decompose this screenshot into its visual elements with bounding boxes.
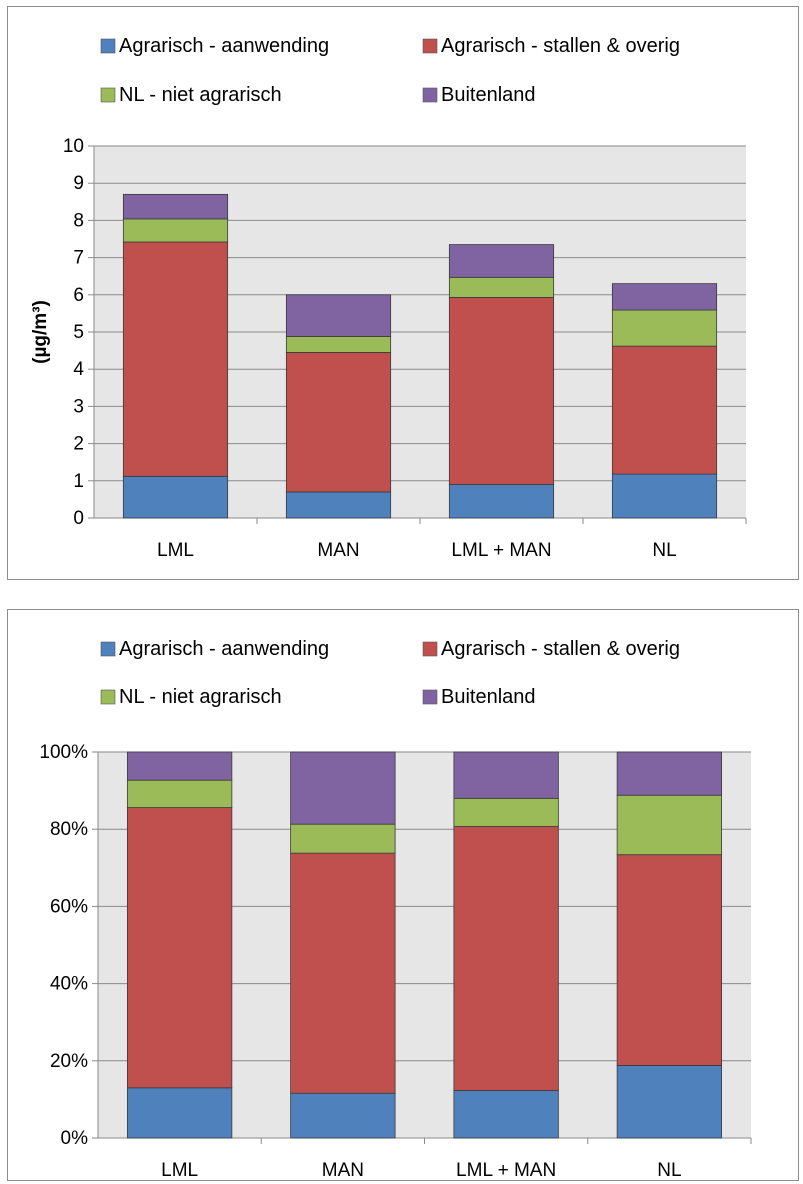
chart-percentage-share: Agrarisch - aanwending Agrarisch - stalle…: [7, 609, 799, 1181]
y-tick-label: 3: [73, 396, 84, 417]
bar-segment-lml-1: [122, 241, 229, 477]
bar-segment-nl-1: [611, 345, 718, 475]
bar-segment-man-0: [290, 1092, 396, 1139]
y-tick-label: 8: [73, 210, 84, 231]
bar-segment-nl-3: [611, 283, 718, 311]
bar-segment-lml-1: [126, 807, 233, 1089]
bar-segment-lml-man-1: [448, 297, 555, 485]
y-tick-label: 5: [73, 322, 84, 343]
x-tick-label: MAN: [322, 1160, 364, 1180]
chart-1-svg: Agrarisch - aanwending Agrarisch - stalle…: [30, 35, 747, 561]
y-tick-label: 80%: [50, 819, 88, 840]
legend-swatch-2: [100, 689, 116, 705]
bar-segment-lml-3: [126, 751, 233, 781]
y-tick-label: 4: [73, 359, 84, 380]
bar-segment-lml-0: [122, 475, 229, 519]
bar-segment-man-3: [285, 294, 392, 337]
bar-segment-lml-man-0: [453, 1090, 559, 1139]
y-tick-label: 20%: [50, 1051, 88, 1072]
bar-segment-lml-man-3: [453, 751, 559, 799]
y-tick-label: 40%: [50, 974, 88, 995]
y-tick-label: 6: [73, 285, 84, 306]
legend-label-1: Agrarisch - stallen & overig: [441, 638, 680, 660]
bar-segment-lml-man-0: [448, 484, 555, 519]
bar-segment-lml-3: [122, 193, 229, 220]
chart-2-svg: Agrarisch - aanwending Agrarisch - stalle…: [39, 638, 752, 1180]
x-tick-label: LML: [161, 1160, 198, 1180]
legend: Agrarisch - aanwending Agrarisch - stalle…: [100, 35, 680, 106]
bar-segment-lml-2: [122, 218, 229, 243]
legend-swatch-3: [422, 689, 438, 705]
x-tick-label: LML + MAN: [456, 1160, 556, 1180]
legend: Agrarisch - aanwending Agrarisch - stalle…: [100, 638, 680, 708]
bar-segment-man-0: [285, 491, 392, 519]
bar-segment-lml-man-2: [448, 276, 555, 298]
x-tick-label: NL: [657, 1160, 681, 1180]
bar-segment-lml-0: [126, 1087, 233, 1139]
bar-segment-nl-2: [611, 309, 718, 347]
y-tick-label: 2: [73, 434, 84, 455]
legend-label-3: Buitenland: [441, 84, 536, 106]
legend-label-2: NL - niet agrarisch: [119, 84, 282, 106]
bar-segment-nl-0: [611, 473, 718, 519]
legend-label-0: Agrarisch - aanwending: [119, 35, 329, 57]
bar-segment-lml-2: [126, 779, 233, 808]
y-tick-label: 1: [73, 471, 84, 492]
legend-swatch-0: [100, 38, 116, 54]
bar-segment-man-2: [290, 823, 396, 854]
bar-segment-lml-man-2: [453, 797, 559, 827]
y-tick-label: 60%: [50, 896, 88, 917]
legend-swatch-2: [100, 87, 116, 103]
bar-segment-nl-2: [616, 794, 723, 856]
y-tick-label: 7: [73, 248, 84, 269]
x-tick-label: LML: [157, 540, 194, 561]
bar-segment-man-1: [290, 852, 396, 1094]
chart-absolute-concentration: Agrarisch - aanwending Agrarisch - stalle…: [7, 6, 799, 580]
y-tick-label: 0: [73, 508, 84, 529]
legend-swatch-1: [422, 38, 438, 54]
y-tick-label: 100%: [39, 742, 88, 763]
legend-swatch-3: [422, 87, 438, 103]
y-tick-label: 10: [63, 136, 84, 157]
bar-segment-man-2: [285, 336, 392, 353]
bar-segment-nl-1: [616, 854, 723, 1066]
x-tick-label: LML + MAN: [451, 540, 551, 561]
legend-swatch-1: [422, 641, 438, 657]
bar-segment-nl-3: [616, 751, 723, 796]
legend-swatch-0: [100, 641, 116, 657]
x-tick-label: NL: [652, 540, 676, 561]
bar-segment-lml-man-1: [453, 826, 559, 1091]
legend-label-2: NL - niet agrarisch: [119, 686, 282, 708]
bar-segment-man-3: [290, 751, 396, 825]
bar-segment-man-1: [285, 352, 392, 493]
x-tick-label: MAN: [317, 540, 359, 561]
legend-label-3: Buitenland: [441, 686, 536, 708]
bar-segment-lml-man-3: [448, 244, 555, 278]
y-tick-label: 0%: [61, 1128, 89, 1149]
y-tick-label: 9: [73, 173, 84, 194]
legend-label-1: Agrarisch - stallen & overig: [441, 35, 680, 57]
legend-label-0: Agrarisch - aanwending: [119, 638, 329, 660]
bar-segment-nl-0: [616, 1065, 723, 1139]
y-axis-label: (µg/m³): [30, 300, 51, 364]
